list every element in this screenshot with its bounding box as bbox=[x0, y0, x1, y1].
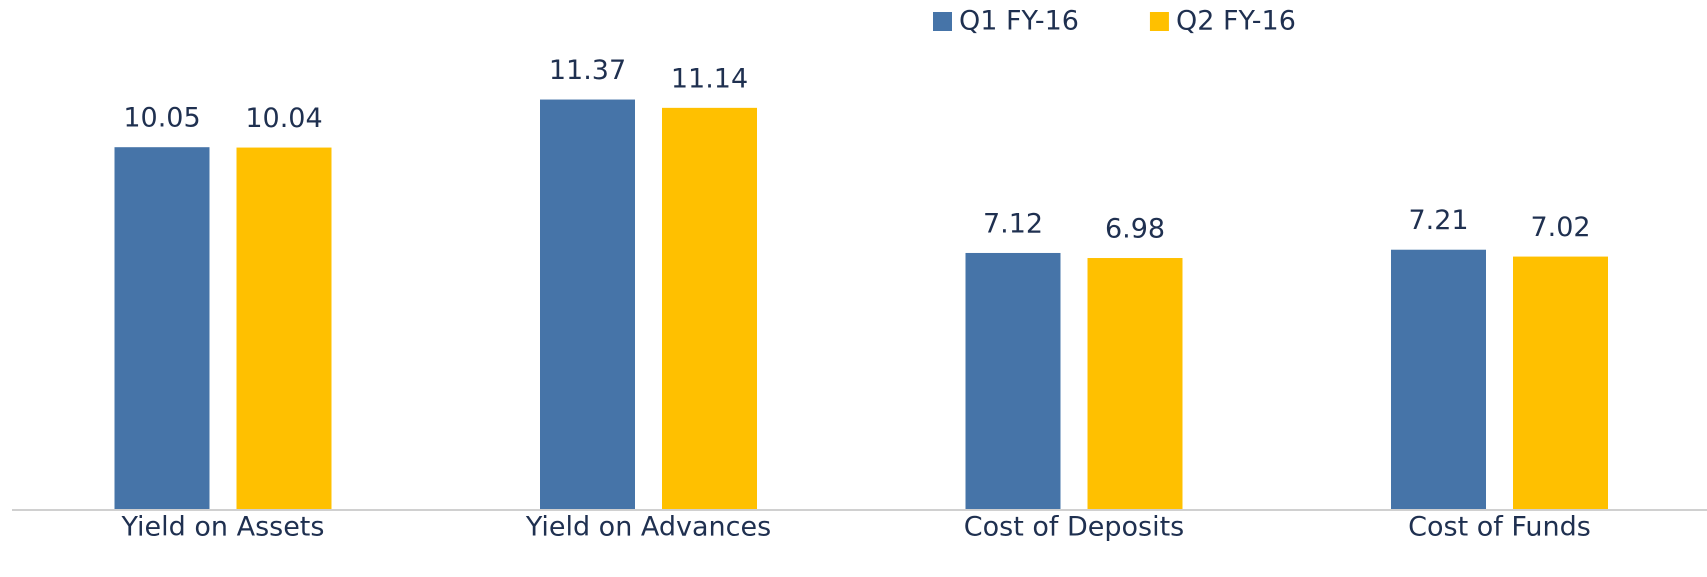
legend-swatch bbox=[1149, 12, 1169, 31]
x-tick-label: Yield on Assets bbox=[121, 512, 325, 543]
bar bbox=[1513, 256, 1608, 510]
data-label: 7.21 bbox=[1408, 205, 1468, 236]
legend-label: Q2 FY-16 bbox=[1176, 6, 1296, 37]
bar bbox=[540, 99, 635, 510]
legend-swatch bbox=[933, 12, 952, 31]
data-label: 10.04 bbox=[245, 103, 322, 134]
bar bbox=[965, 252, 1061, 510]
data-label: 7.02 bbox=[1530, 212, 1590, 243]
bar bbox=[1391, 249, 1486, 510]
x-tick-label: Cost of Funds bbox=[1408, 512, 1591, 543]
data-label: 11.37 bbox=[549, 55, 626, 86]
bar bbox=[662, 107, 757, 510]
data-label: 10.05 bbox=[123, 103, 200, 134]
bar bbox=[236, 147, 332, 510]
legend-label: Q1 FY-16 bbox=[959, 6, 1079, 37]
bar bbox=[114, 147, 210, 510]
x-tick-label: Yield on Advances bbox=[525, 512, 771, 543]
data-label: 6.98 bbox=[1105, 214, 1165, 245]
bar bbox=[1087, 258, 1183, 510]
x-tick-label: Cost of Deposits bbox=[964, 512, 1185, 543]
data-label: 7.12 bbox=[983, 208, 1043, 239]
data-label: 11.14 bbox=[671, 63, 748, 94]
